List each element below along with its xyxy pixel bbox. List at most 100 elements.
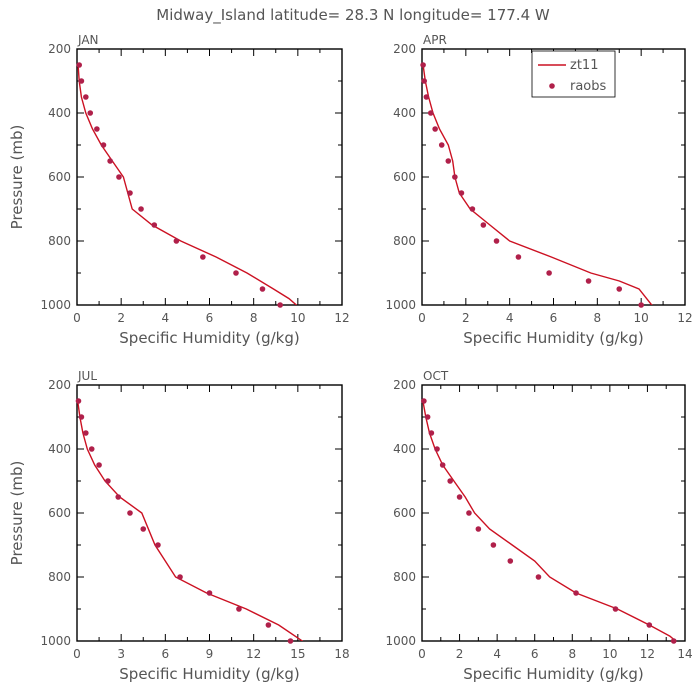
x-tick-label: 8 [594,311,602,325]
data-point-raobs [88,446,95,452]
data-point-raobs [78,414,85,420]
data-point-raobs [507,558,514,564]
series-line-zt11 [422,64,653,305]
legend-box [531,50,616,98]
x-tick-label: 15 [290,647,305,661]
series-line-zt11 [77,64,298,305]
data-point-raobs [452,174,458,180]
x-tick-label: 0 [73,647,81,661]
data-point-raobs [75,398,82,404]
x-tick-label: 0 [418,647,426,661]
data-point-raobs [421,78,427,84]
y-tick-label: 400 [393,106,416,120]
x-tick-label: 2 [456,647,464,661]
data-point-raobs [138,206,144,212]
data-point-raobs [475,526,482,532]
plot-frame [421,384,686,642]
x-tick-label: 0 [73,311,81,325]
data-point-raobs [96,462,102,468]
y-tick-label: 600 [393,170,416,184]
y-tick-label: 1000 [40,298,71,312]
data-point-raobs [105,478,111,484]
data-point-raobs [200,254,206,260]
y-tick-label: 200 [393,378,416,392]
data-point-raobs [94,126,100,132]
x-tick-label: 2 [462,311,470,325]
x-axis-label: Specific Humidity (g/kg) [463,665,643,683]
data-point-raobs [115,494,122,500]
data-point-raobs [458,190,465,196]
x-tick-label: 12 [246,647,261,661]
chart-panel-jan: 0 2 4 6 8 10 12 200 400 600 800 1000 JAN Specific Hum… [8,33,350,347]
chart-panel-apr: 0 2 4 6 8 10 12 200 400 600 800 1000 APR Specific Hum… [385,33,692,347]
y-tick-label: 200 [48,42,71,56]
legend-label: zt11 [570,58,598,73]
series-line-zt11 [422,400,677,641]
data-point-raobs [466,510,472,516]
data-point-raobs [116,174,122,180]
data-point-raobs [424,414,431,420]
y-tick-label: 800 [48,234,71,248]
data-point-raobs [177,574,183,580]
data-point-raobs [535,574,542,580]
y-tick-label: 400 [48,442,71,456]
x-tick-label: 12 [334,311,349,325]
x-tick-label: 4 [506,311,514,325]
series-line-zt11 [77,400,304,641]
x-tick-label: 6 [550,311,558,325]
x-axis-label: Specific Humidity (g/kg) [119,329,299,347]
data-point-raobs [585,278,592,284]
data-point-raobs [83,94,89,100]
plot-frame [76,384,343,642]
panel-label: OCT [423,369,449,383]
x-tick-label: 3 [117,647,125,661]
data-point-raobs [573,590,579,596]
x-tick-label: 9 [206,647,214,661]
y-tick-label: 1000 [40,634,71,648]
data-point-raobs [616,286,623,292]
data-point-raobs [428,430,435,436]
x-axis-label: Specific Humidity (g/kg) [119,665,299,683]
y-tick-label: 1000 [385,298,416,312]
data-point-raobs [646,622,653,628]
x-tick-label: 0 [418,311,426,325]
data-point-raobs [447,478,453,484]
x-tick-label: 4 [162,311,170,325]
data-point-raobs [670,638,677,644]
y-tick-label: 200 [48,378,71,392]
figure-title: Midway_Island latitude= 28.3 N longitude… [156,6,550,25]
data-point-raobs [445,158,452,164]
data-point-raobs [100,142,107,148]
x-tick-label: 8 [568,647,576,661]
data-point-raobs [438,142,445,148]
y-tick-label: 400 [48,106,71,120]
y-tick-label: 800 [393,570,416,584]
y-tick-label: 800 [393,234,416,248]
data-point-raobs [259,286,266,292]
data-point-raobs [432,126,438,132]
x-tick-label: 12 [677,311,692,325]
data-point-raobs [427,110,434,116]
x-tick-label: 4 [493,647,501,661]
chart-panel-oct: 0 2 4 6 8 10 12 14 200 400 600 800 1000 OCT Specific H… [385,369,692,683]
data-point-raobs [421,398,427,404]
data-point-raobs [546,270,552,276]
data-point-raobs [490,542,497,548]
data-point-raobs [233,270,239,276]
data-point-raobs [287,638,294,644]
data-point-raobs [206,590,213,596]
x-tick-label: 6 [162,647,170,661]
y-tick-label: 1000 [385,634,416,648]
x-tick-label: 18 [334,647,349,661]
x-tick-label: 12 [640,647,655,661]
x-tick-label: 10 [634,311,649,325]
data-point-raobs [155,542,161,548]
data-point-raobs [277,302,283,308]
x-tick-label: 14 [677,647,692,661]
x-tick-label: 10 [602,647,617,661]
x-tick-label: 10 [290,311,305,325]
data-point-raobs [480,222,487,228]
data-point-raobs [515,254,522,260]
data-point-raobs [493,238,500,244]
